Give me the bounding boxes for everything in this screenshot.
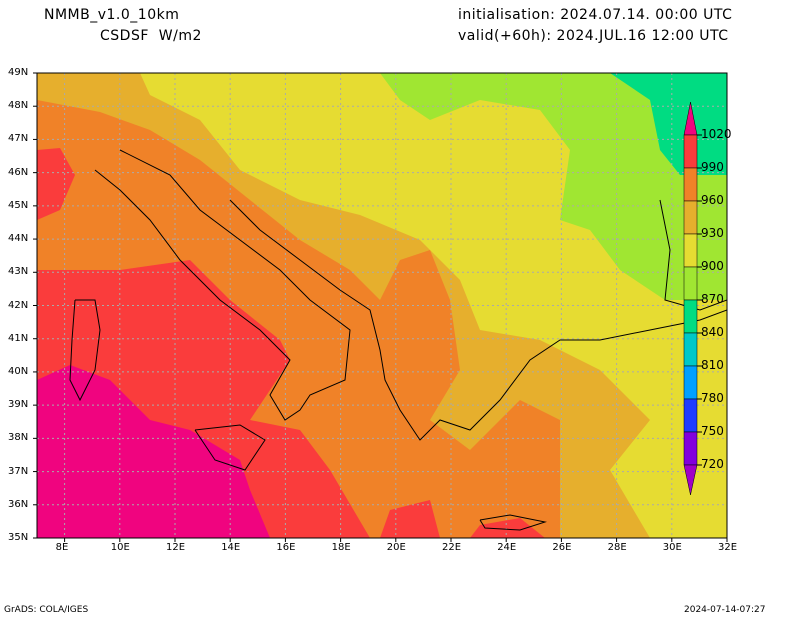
colorbar-segment: [683, 431, 698, 466]
lon-label: 18E: [331, 542, 351, 553]
colorbar-label: 870: [701, 292, 724, 306]
coastline-sardinia: [69, 299, 101, 402]
coastline-balkans: [229, 199, 727, 441]
lat-label: 35N: [8, 532, 29, 543]
lon-label: 10E: [110, 542, 130, 553]
colorbar-label: 720: [701, 457, 724, 471]
grid-lines: [37, 73, 727, 538]
field-990-1020-crete: [380, 500, 440, 538]
lon-label: 24E: [497, 542, 517, 553]
colorbar: [683, 101, 702, 496]
colorbar-label: 780: [701, 391, 724, 405]
lat-label: 43N: [8, 266, 29, 278]
valid-time: valid(+60h): 2024.JUL.16 12:00 UTC: [458, 28, 729, 44]
lon-label: 8E: [55, 542, 69, 553]
init-time: initialisation: 2024.07.14. 00:00 UTC: [458, 7, 733, 23]
coastline-crete: [479, 514, 547, 531]
lon-label: 30E: [662, 542, 682, 553]
coastline-sicily: [194, 424, 266, 471]
colorbar-segment: [683, 299, 698, 334]
lat-label: 42N: [8, 299, 29, 311]
colorbar-segment: [683, 266, 698, 301]
footer-credit: GrADS: COLA/IGES: [4, 605, 89, 615]
lat-label: 49N: [8, 67, 29, 78]
lat-label: 44N: [8, 233, 29, 245]
lon-label: 20E: [386, 542, 406, 553]
colorbar-label: 840: [701, 325, 724, 339]
lat-label: 46N: [8, 166, 29, 178]
colorbar-label: 960: [701, 193, 724, 207]
colorbar-segment: [683, 332, 698, 367]
colorbar-segment: [683, 233, 698, 268]
lon-label: 28E: [607, 542, 627, 553]
coastline-italy: [94, 149, 351, 421]
field-840-870: [610, 73, 727, 175]
lon-label: 14E: [221, 542, 241, 553]
coastline-blacksea: [659, 199, 727, 311]
colorbar-label: 900: [701, 259, 724, 273]
lon-label: 22E: [442, 542, 462, 553]
colorbar-label: 1020: [701, 127, 732, 141]
lat-label: 38N: [8, 432, 29, 444]
colorbar-label: 810: [701, 358, 724, 372]
colorbar-segment: [683, 365, 698, 400]
colorbar-label: 930: [701, 226, 724, 240]
field-990-1020-south: [470, 518, 545, 538]
colorbar-segment: [683, 167, 698, 202]
colorbar-segment: [683, 134, 698, 169]
lat-label: 41N: [8, 332, 29, 344]
lat-label: 45N: [8, 199, 29, 211]
lon-label: 26E: [552, 542, 572, 553]
lat-label: 39N: [8, 399, 29, 411]
field-title: CSDSF W/m2: [100, 28, 202, 44]
colorbar-label: 750: [701, 424, 724, 438]
colorbar-bottom-arrow: [683, 464, 698, 496]
lat-label: 47N: [8, 133, 29, 145]
field-above-1020: [37, 365, 270, 538]
lon-label: 32E: [718, 542, 738, 553]
lon-label: 12E: [166, 542, 186, 553]
lat-label: 48N: [8, 100, 29, 112]
colorbar-segment: [683, 200, 698, 235]
field-990-1020-north: [37, 148, 75, 220]
colorbar-label: 990: [701, 160, 724, 174]
field-870-900: [380, 73, 727, 300]
footer-timestamp: 2024-07-14-07:27: [684, 605, 766, 615]
model-title: NMMB_v1.0_10km: [44, 7, 180, 23]
lat-label: 36N: [8, 498, 29, 510]
lat-label: 40N: [8, 365, 29, 377]
lat-label: 37N: [8, 465, 29, 477]
lon-label: 16E: [276, 542, 296, 553]
colorbar-segment: [683, 398, 698, 433]
